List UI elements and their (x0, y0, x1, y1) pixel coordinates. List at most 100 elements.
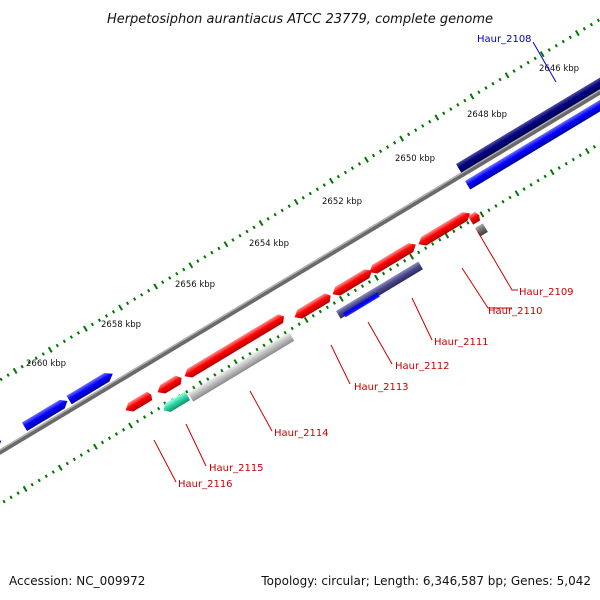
inner-tick-mark (93, 443, 98, 450)
label-haur-2112[interactable]: Haur_2112 (395, 361, 450, 372)
inner-tick-mark (283, 330, 287, 335)
inner-tick-mark (150, 411, 154, 415)
label-haur-2114[interactable]: Haur_2114 (274, 428, 329, 439)
outer-tick-mark (90, 322, 95, 327)
tick-label-2648: 2648 kbp (467, 110, 507, 120)
tick-label-2660: 2660 kbp (26, 359, 66, 369)
inner-tick-mark (409, 253, 415, 260)
tick-labels: 2646 kbp 2648 kbp 2650 kbp 2652 kbp 2654… (26, 64, 579, 369)
inner-tick-mark (86, 449, 91, 453)
inner-tick-mark (452, 229, 456, 234)
outer-tick-mark (182, 267, 186, 272)
outer-tick-mark (188, 262, 194, 269)
label-haur-2110[interactable]: Haur_2110 (488, 306, 543, 317)
tick-label-2656: 2656 kbp (175, 280, 215, 290)
outer-tick-mark (407, 132, 411, 137)
inner-tick-mark (37, 478, 41, 483)
gene-blue-1[interactable] (21, 397, 70, 432)
gene-rna[interactable] (161, 391, 191, 415)
outer-tick-mark (252, 225, 256, 230)
inner-tick-mark (290, 326, 294, 331)
outer-tick-mark (582, 27, 586, 31)
inner-tick-mark (353, 288, 358, 293)
outer-tick-mark (118, 304, 123, 311)
outer-tick-mark (203, 255, 207, 259)
outer-tick-mark (574, 29, 580, 37)
label-haur-2111[interactable]: Haur_2111 (434, 337, 489, 348)
inner-tick-mark (255, 347, 259, 352)
gene-blue-2[interactable] (66, 369, 116, 405)
inner-tick-mark (536, 178, 540, 183)
outer-tick-mark (519, 65, 523, 69)
outer-tick-mark (231, 238, 235, 242)
gene-grey-small[interactable] (475, 223, 488, 237)
label-haur-2108[interactable]: Haur_2108 (477, 34, 532, 45)
gene-haur-2108-top[interactable] (456, 66, 600, 173)
accession-text: Accession: NC_009972 (9, 574, 146, 588)
outer-tick-mark (111, 309, 116, 314)
inner-tick-mark (367, 280, 372, 284)
inner-tick-mark (142, 415, 147, 419)
outer-tick-mark (392, 141, 397, 145)
gene-haur-2110[interactable] (416, 209, 473, 248)
label-haur-2109[interactable]: Haur_2109 (519, 287, 574, 298)
gene-pseudo-grey[interactable] (188, 332, 295, 402)
outer-tick-mark (498, 77, 502, 82)
inner-tick-mark (514, 190, 520, 197)
inner-tick-mark (459, 225, 463, 229)
outer-tick-mark (463, 98, 467, 103)
gene-haur-2115[interactable] (155, 374, 184, 397)
outer-tick-mark (343, 170, 348, 175)
label-haur-2116[interactable]: Haur_2116 (178, 479, 233, 490)
inner-tick-mark (227, 364, 231, 369)
outer-tick-mark (161, 280, 165, 285)
gene-haur-2116[interactable] (123, 391, 154, 415)
label-haur-2113[interactable]: Haur_2113 (354, 382, 409, 393)
outer-tick-mark (512, 69, 516, 73)
inner-tick-mark (128, 422, 133, 429)
inner-tick-mark (65, 461, 69, 466)
inner-tick-mark (2, 499, 6, 504)
inner-tick-mark (311, 313, 315, 318)
inner-tick-mark (564, 161, 568, 166)
inner-tick-mark (22, 485, 28, 492)
gene-haur-2108-bottom[interactable] (465, 88, 600, 190)
outer-tick-mark (210, 250, 214, 255)
inner-tick-mark (388, 267, 393, 272)
outer-tick-ring (0, 18, 600, 382)
gene-haur-2112[interactable] (330, 266, 375, 298)
inner-tick-mark (241, 356, 245, 360)
tick-label-2654: 2654 kbp (249, 239, 289, 249)
inner-tick-mark (529, 183, 533, 187)
outer-tick-mark (428, 119, 432, 124)
outer-tick-mark (526, 60, 530, 65)
inner-tick-mark (248, 351, 252, 356)
outer-tick-mark (357, 162, 362, 166)
inner-tick-mark (501, 199, 505, 204)
label-haur-2115[interactable]: Haur_2115 (209, 463, 264, 474)
outer-tick-mark (273, 212, 277, 217)
tick-label-2646: 2646 kbp (539, 64, 579, 74)
gene-haur-2111[interactable] (367, 240, 418, 276)
inner-tick-mark (100, 440, 105, 445)
outer-tick-mark (554, 43, 558, 48)
outer-tick-mark (421, 124, 425, 128)
inner-tick-mark (135, 419, 140, 424)
outer-tick-mark (69, 335, 73, 339)
gene-haur-2113[interactable] (292, 291, 333, 321)
gene-blue-inner[interactable] (343, 292, 380, 318)
inner-tick-mark (157, 406, 161, 411)
inner-tick-mark (16, 491, 20, 495)
outer-tick-mark (504, 72, 510, 79)
gene-haur-2114[interactable] (182, 312, 287, 380)
outer-tick-mark (378, 149, 383, 154)
tick-label-2658: 2658 kbp (101, 320, 141, 330)
inner-tick-mark (417, 250, 421, 255)
outer-tick-mark (217, 246, 221, 251)
gene-haur-2109[interactable] (468, 211, 482, 225)
backbone-highlight (0, 89, 600, 451)
inner-tick-mark (121, 427, 126, 432)
inner-tick-mark (107, 436, 112, 441)
outer-tick-mark (434, 114, 440, 121)
inner-tick-mark (584, 147, 590, 155)
